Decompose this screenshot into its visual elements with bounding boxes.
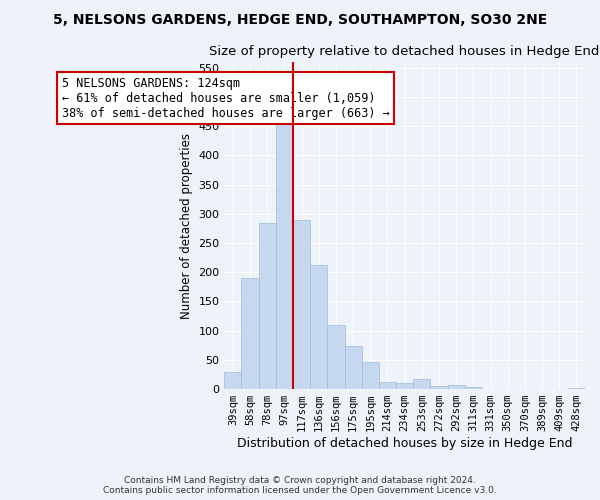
Bar bbox=[328, 325, 344, 389]
Bar bbox=[396, 383, 413, 389]
Bar bbox=[293, 220, 310, 389]
Bar bbox=[362, 362, 379, 389]
Text: 5, NELSONS GARDENS, HEDGE END, SOUTHAMPTON, SO30 2NE: 5, NELSONS GARDENS, HEDGE END, SOUTHAMPT… bbox=[53, 12, 547, 26]
Text: Contains HM Land Registry data © Crown copyright and database right 2024.
Contai: Contains HM Land Registry data © Crown c… bbox=[103, 476, 497, 495]
Bar bbox=[344, 346, 362, 389]
X-axis label: Distribution of detached houses by size in Hedge End: Distribution of detached houses by size … bbox=[237, 437, 572, 450]
Bar bbox=[413, 378, 430, 389]
Bar bbox=[310, 265, 328, 389]
Bar bbox=[224, 372, 241, 389]
Bar bbox=[241, 278, 259, 389]
Bar bbox=[276, 120, 293, 389]
Bar bbox=[430, 386, 448, 389]
Text: 5 NELSONS GARDENS: 124sqm
← 61% of detached houses are smaller (1,059)
38% of se: 5 NELSONS GARDENS: 124sqm ← 61% of detac… bbox=[62, 76, 389, 120]
Bar bbox=[448, 385, 465, 389]
Title: Size of property relative to detached houses in Hedge End: Size of property relative to detached ho… bbox=[209, 45, 600, 58]
Bar bbox=[259, 222, 276, 389]
Bar bbox=[568, 388, 585, 389]
Y-axis label: Number of detached properties: Number of detached properties bbox=[180, 132, 193, 318]
Bar bbox=[465, 386, 482, 389]
Bar bbox=[379, 382, 396, 389]
